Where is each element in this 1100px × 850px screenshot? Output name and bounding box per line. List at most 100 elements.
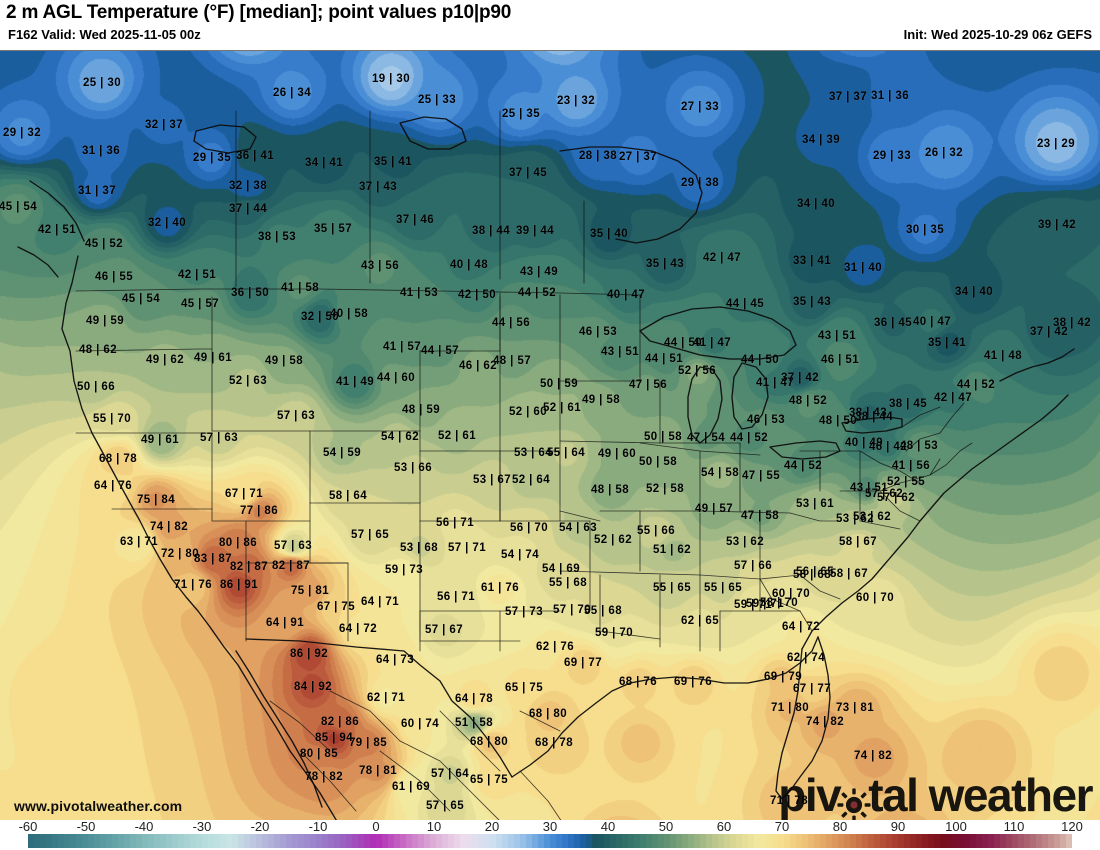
geo-border-path — [559, 510, 601, 522]
colorbar-segment — [538, 834, 544, 848]
geo-border-path — [639, 442, 701, 512]
colorbar-segment — [346, 834, 352, 848]
colorbar-segment — [850, 834, 856, 848]
colorbar-segment — [640, 834, 646, 848]
colorbar-segment — [142, 834, 148, 848]
colorbar-segment — [586, 834, 592, 848]
colorbar-segment — [772, 834, 778, 848]
colorbar-segment — [184, 834, 190, 848]
colorbar-segment — [562, 834, 568, 848]
colorbar-tick: 110 — [1003, 819, 1025, 834]
geo-border-path — [439, 710, 501, 772]
geo-border-path — [399, 116, 467, 150]
colorbar-segment — [736, 834, 742, 848]
geo-border-path — [639, 306, 797, 360]
geo-border-path — [309, 502, 349, 564]
geo-border-path — [519, 770, 562, 820]
colorbar-tick: -60 — [18, 819, 38, 834]
geo-border-path — [999, 348, 1075, 382]
geo-border-path — [235, 650, 323, 808]
colorbar-segment — [448, 834, 454, 848]
geo-border-path — [245, 562, 349, 642]
geo-border-path — [329, 690, 401, 742]
colorbar: -60 -50 -40 -30 -20 -10 0 10 20 30 40 50 60 70 80 90 100… — [0, 819, 1100, 850]
colorbar-segment — [964, 834, 970, 848]
colorbar-segment — [358, 834, 364, 848]
colorbar-segment — [268, 834, 274, 848]
colorbar-segment — [130, 834, 136, 848]
colorbar-segment — [148, 834, 154, 848]
geo-border-path — [211, 430, 311, 504]
colorbar-segment — [514, 834, 520, 848]
colorbar-segment — [946, 834, 952, 848]
geo-border-path — [699, 450, 761, 456]
colorbar-segment — [28, 834, 34, 848]
geo-border-path — [599, 574, 661, 640]
colorbar-segment — [610, 834, 616, 848]
geo-border-path — [945, 442, 973, 466]
colorbar-segment — [460, 834, 466, 848]
geo-border-path — [799, 610, 813, 632]
map-viewport[interactable]: 25 | 30 29 | 32 32 | 37 31 | 36 26 | 34 19 | … — [0, 50, 1100, 820]
colorbar-segment — [304, 834, 310, 848]
pivotal-weather-watermark: piv — [778, 772, 1093, 820]
colorbar-segment — [832, 834, 838, 848]
colorbar-segment — [442, 834, 448, 848]
colorbar-segment — [1000, 834, 1006, 848]
colorbar-segment — [328, 834, 334, 848]
colorbar-segment — [454, 834, 460, 848]
colorbar-segment — [364, 834, 370, 848]
colorbar-segment — [616, 834, 622, 848]
colorbar-segment — [64, 834, 70, 848]
colorbar-segment — [784, 834, 790, 848]
colorbar-segment — [244, 834, 250, 848]
colorbar-segment — [376, 834, 382, 848]
colorbar-segment — [220, 834, 226, 848]
colorbar-segment — [994, 834, 1000, 848]
geo-border-path — [75, 348, 213, 352]
colorbar-segment — [682, 834, 688, 848]
colorbar-segment — [406, 834, 412, 848]
gear-sun-icon — [837, 783, 871, 820]
colorbar-segment — [934, 834, 940, 848]
colorbar-segment — [316, 834, 322, 848]
colorbar-tick: 30 — [542, 819, 558, 834]
colorbar-tick: 60 — [716, 819, 732, 834]
colorbar-segment — [862, 834, 868, 848]
colorbar-segment — [388, 834, 394, 848]
colorbar-segment — [106, 834, 112, 848]
colorbar-segment — [1066, 834, 1072, 848]
colorbar-segment — [940, 834, 946, 848]
geo-border-path — [699, 510, 791, 514]
colorbar-tick: 0 — [372, 819, 380, 834]
colorbar-tick: -40 — [134, 819, 154, 834]
colorbar-tick: 90 — [890, 819, 906, 834]
colorbar-segment — [508, 834, 514, 848]
colorbar-segment — [892, 834, 898, 848]
colorbar-segment — [970, 834, 976, 848]
geo-border-path — [687, 366, 723, 444]
colorbar-tick: -30 — [192, 819, 212, 834]
colorbar-segment — [424, 834, 430, 848]
colorbar-segment — [178, 834, 184, 848]
colorbar-segment — [664, 834, 670, 848]
colorbar-segment — [256, 834, 262, 848]
colorbar-segment — [1024, 834, 1030, 848]
colorbar-segment — [292, 834, 298, 848]
colorbar-segment — [880, 834, 886, 848]
colorbar-segment — [124, 834, 130, 848]
page-title: 2 m AGL Temperature (°F) [median]; point… — [6, 2, 512, 23]
colorbar-segment — [1054, 834, 1060, 848]
colorbar-segment — [76, 834, 82, 848]
geo-border-path — [245, 638, 513, 778]
colorbar-segment — [580, 834, 586, 848]
geo-border-path — [211, 508, 311, 522]
colorbar-segment — [52, 834, 58, 848]
colorbar-tick: -10 — [308, 819, 328, 834]
geo-border-path — [419, 520, 521, 642]
geo-border-path — [799, 450, 881, 464]
colorbar-segment — [136, 834, 142, 848]
colorbar-segment — [868, 834, 874, 848]
colorbar-segment — [334, 834, 340, 848]
colorbar-segment — [502, 834, 508, 848]
